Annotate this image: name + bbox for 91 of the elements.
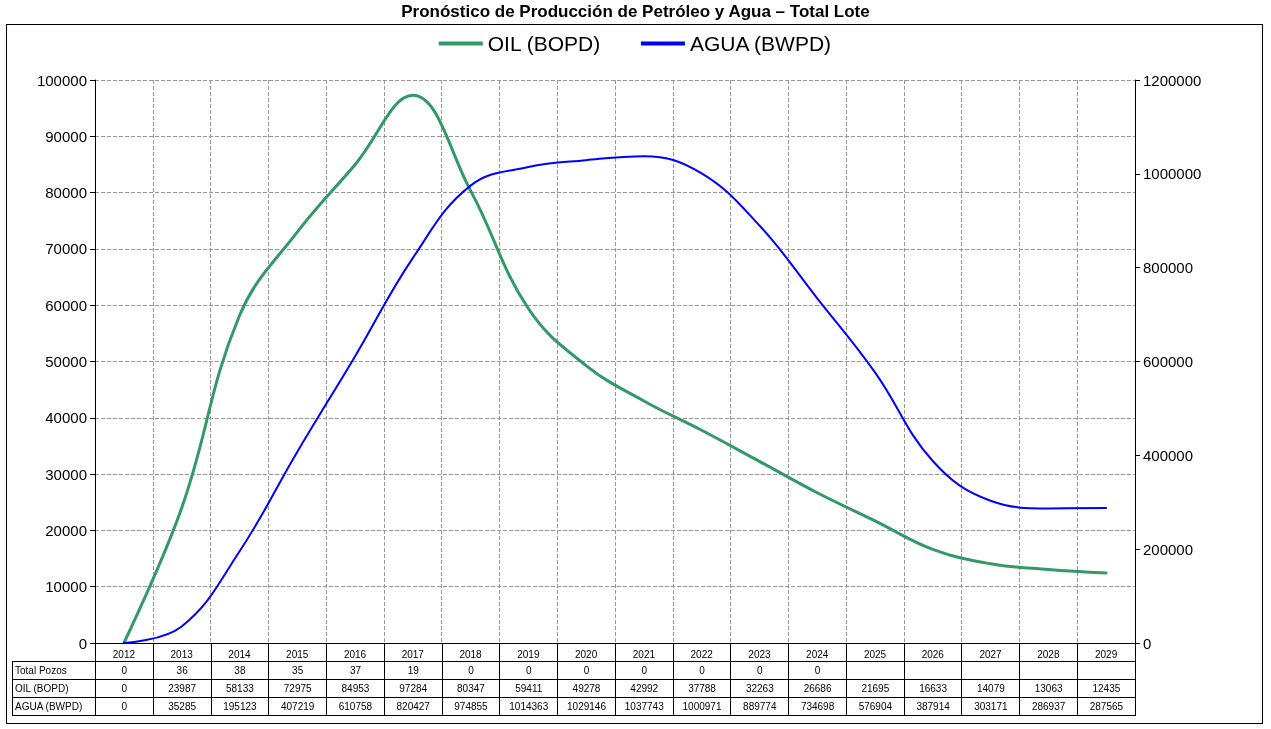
- data-label: 58133: [211, 679, 269, 698]
- text: 0: [95, 661, 154, 680]
- data-label: 576904: [846, 697, 905, 716]
- data-label: 734698: [788, 697, 847, 716]
- data-label: 26686: [788, 679, 847, 698]
- data-label: 195123: [211, 697, 269, 716]
- y-tick-label: 90000: [45, 127, 87, 145]
- y2-tick-label: 400000: [1143, 446, 1194, 464]
- data-label: 0: [95, 679, 154, 698]
- text: 0: [442, 661, 500, 680]
- data-label: 21695: [846, 679, 905, 698]
- data-label: 286937: [1019, 697, 1078, 716]
- x-tick-label: 2021: [632, 648, 656, 660]
- data-label: 49278: [557, 679, 616, 698]
- data-label: 32263: [730, 679, 789, 698]
- text: 0: [557, 661, 616, 680]
- text: 36: [153, 661, 212, 680]
- y-tick-label: 40000: [45, 409, 87, 427]
- x-tick-label: 2028: [1037, 648, 1060, 660]
- text: 0: [673, 661, 731, 680]
- x-tick-label: 2023: [748, 648, 771, 660]
- y-tick-label: 20000: [45, 521, 87, 539]
- x-tick-label: 2013: [170, 648, 194, 660]
- text: AGUA (BWPD): [15, 701, 83, 712]
- text: 38: [211, 661, 269, 680]
- data-label: 13063: [1019, 679, 1078, 698]
- y-tick-label: 0: [78, 634, 87, 652]
- text: 19: [384, 661, 443, 680]
- data-label: 1014363: [499, 697, 558, 716]
- data-label: 0: [95, 697, 154, 716]
- y-tick-label: 60000: [45, 296, 87, 314]
- x-tick-label: 2018: [459, 648, 483, 660]
- data-label: 1037743: [615, 697, 674, 716]
- y-tick-label: 70000: [45, 240, 87, 258]
- y-tick-label: 50000: [45, 353, 87, 370]
- x-tick-label: 2027: [979, 648, 1003, 660]
- data-label: 16633: [904, 679, 962, 698]
- data-label: 14079: [961, 679, 1020, 698]
- data-label: 35285: [153, 697, 212, 716]
- data-label: 12435: [1077, 679, 1136, 698]
- y2-tick-label: 1000000: [1143, 165, 1202, 183]
- data-label: 1000971: [673, 697, 731, 716]
- legend-label: AGUA (BWPD): [689, 32, 832, 55]
- data-label: 610758: [326, 697, 385, 716]
- text: 35: [268, 661, 327, 680]
- x-tick-label: 2019: [517, 648, 540, 660]
- text: 0: [499, 661, 558, 680]
- text: 0: [615, 661, 674, 680]
- y-tick-label: 80000: [45, 184, 87, 202]
- data-label: 59411: [499, 679, 558, 698]
- x-tick-label: 2022: [690, 648, 714, 660]
- x-tick-label: 2012: [112, 648, 136, 660]
- x-tick-label: 2025: [863, 648, 887, 660]
- y2-tick-label: 1200000: [1143, 71, 1202, 89]
- data-label: 84953: [326, 679, 385, 698]
- text: OIL (BOPD): [15, 683, 69, 694]
- x-tick-label: 2015: [286, 648, 309, 660]
- y-tick-label: 30000: [45, 465, 87, 483]
- chart-title: Pronóstico de Producción de Petróleo y Agua – Total Lote: [400, 2, 871, 22]
- data-label: 42992: [615, 679, 674, 698]
- x-tick-label: 2024: [806, 648, 829, 660]
- y-tick-label: 100000: [36, 71, 87, 89]
- data-label: 287565: [1077, 697, 1136, 716]
- y2-tick-label: 800000: [1143, 259, 1194, 277]
- data-label: 407219: [268, 697, 327, 716]
- data-label: 23987: [153, 679, 212, 698]
- data-label: 820427: [384, 697, 443, 716]
- data-label: 37788: [673, 679, 731, 698]
- data-label: 72975: [268, 679, 327, 698]
- x-tick-label: 2014: [228, 648, 251, 660]
- y-tick-label: 10000: [45, 578, 87, 596]
- x-tick-label: 2020: [574, 648, 598, 660]
- x-tick-label: 2029: [1094, 648, 1118, 660]
- data-label: 387914: [904, 697, 962, 716]
- legend-label: OIL (BOPD): [487, 32, 601, 55]
- data-label: 974855: [442, 697, 500, 716]
- data-label: 80347: [442, 679, 500, 698]
- text: 0: [730, 661, 789, 680]
- data-label: 889774: [730, 697, 789, 716]
- y2-tick-label: 0: [1143, 634, 1152, 652]
- y2-tick-label: 200000: [1143, 540, 1194, 558]
- x-tick-label: 2016: [343, 648, 367, 660]
- data-label: 1029146: [557, 697, 616, 716]
- x-tick-label: 2026: [921, 648, 945, 660]
- data-label: 303171: [961, 697, 1020, 716]
- text: Total Pozos: [12, 661, 96, 680]
- y2-tick-label: 600000: [1143, 353, 1194, 370]
- x-tick-label: 2017: [401, 648, 425, 660]
- text: 37: [326, 661, 385, 680]
- data-label: 97284: [384, 679, 443, 698]
- text: 0: [788, 661, 847, 680]
